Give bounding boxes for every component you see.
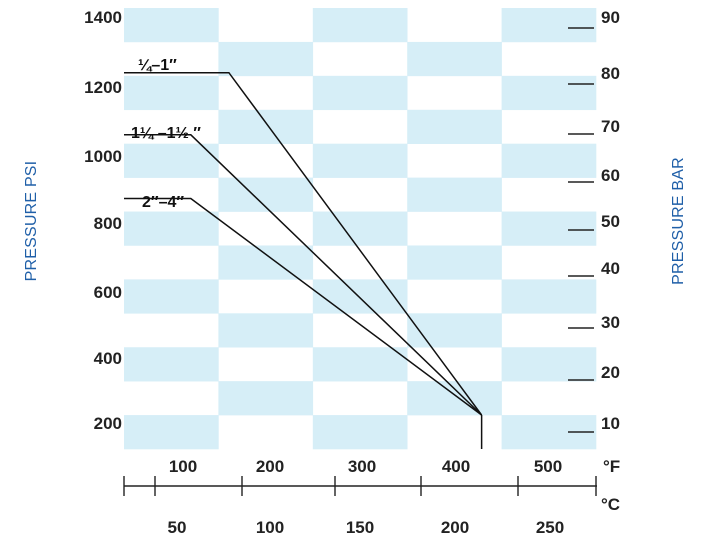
grid-cell (407, 245, 502, 280)
psi-tick-label: 1000 (84, 147, 122, 166)
celsius-tick-label: 200 (441, 518, 469, 537)
grid-cell (312, 143, 408, 178)
psi-tick-label: 200 (94, 414, 122, 433)
celsius-unit-label: °C (601, 495, 620, 514)
bar-tick-label: 50 (601, 212, 620, 231)
grid-cell (407, 109, 502, 144)
grid-cell (312, 75, 408, 111)
celsius-tick-label: 50 (168, 518, 187, 537)
fahrenheit-unit-label: °F (603, 457, 620, 476)
series-label: 1¼ –1½ ″ (131, 125, 201, 142)
grid-cell (312, 415, 408, 450)
fahrenheit-tick-label: 300 (348, 457, 376, 476)
checkerboard-background (124, 8, 597, 450)
grid-cell (501, 347, 597, 382)
grid-cell (124, 347, 219, 382)
grid-cell (124, 415, 219, 450)
grid-cell (501, 8, 597, 43)
series-label-part: 1¼ (131, 125, 155, 142)
series-label-part: 2″–4″ (142, 194, 184, 211)
grid-cell (501, 279, 597, 314)
grid-cell (124, 279, 219, 314)
series-label: 2″–4″ (142, 194, 184, 211)
fahrenheit-tick-label: 500 (534, 457, 562, 476)
grid-cell (218, 41, 314, 77)
grid-cell (218, 245, 314, 280)
text-labels: 1400 1200 1000 800 600 400 200 90 80 70 60 50 40 30 20… (23, 8, 687, 537)
grid-cell (501, 143, 597, 178)
series-line (124, 197, 483, 416)
bar-tick-label: 90 (601, 8, 620, 27)
psi-tick-label: 800 (94, 214, 122, 233)
grid-cell (124, 75, 219, 111)
celsius-tick-label: 100 (256, 518, 284, 537)
series-line (124, 71, 483, 416)
series-lines (124, 71, 483, 449)
grid-cell (124, 8, 219, 43)
grid-cell (407, 177, 502, 212)
temperature-axis (123, 476, 597, 496)
grid-cell (407, 313, 502, 348)
grid-cell (312, 347, 408, 382)
series-line (124, 134, 483, 416)
grid-cell (312, 279, 408, 314)
right-axis-title: PRESSURE BAR (670, 157, 687, 285)
bar-tick-label: 20 (601, 363, 620, 382)
grid-cell (312, 8, 408, 43)
bar-tick-label: 30 (601, 313, 620, 332)
grid-cell (407, 41, 502, 77)
fahrenheit-tick-label: 400 (442, 457, 470, 476)
bar-tick-label: 70 (601, 117, 620, 136)
grid-cell (501, 75, 597, 111)
grid-cell (124, 143, 219, 178)
fahrenheit-tick-label: 100 (169, 457, 197, 476)
bar-tick-label: 10 (601, 414, 620, 433)
celsius-tick-label: 250 (536, 518, 564, 537)
grid-cell (407, 381, 502, 416)
series-label-part: ¼ (138, 57, 153, 74)
grid-cell (218, 313, 314, 348)
bar-tick-label: 80 (601, 64, 620, 83)
psi-tick-label: 1400 (84, 8, 122, 27)
series-label-part: –1″ (151, 57, 177, 74)
left-axis-title: PRESSURE PSI (23, 161, 40, 282)
fahrenheit-tick-label: 200 (256, 457, 284, 476)
grid-cell (218, 109, 314, 144)
psi-tick-label: 600 (94, 283, 122, 302)
series-label: ¼–1″ (138, 57, 177, 74)
grid-cell (124, 211, 219, 246)
grid-cell (218, 381, 314, 416)
psi-tick-label: 400 (94, 349, 122, 368)
bar-tick-label: 60 (601, 166, 620, 185)
psi-tick-label: 1200 (84, 78, 122, 97)
bar-tick-marks (568, 27, 594, 433)
grid-cell (312, 211, 408, 246)
celsius-tick-label: 150 (346, 518, 374, 537)
grid-cell (501, 211, 597, 246)
series-label-part: –1½ ″ (153, 125, 201, 142)
bar-tick-label: 40 (601, 259, 620, 278)
